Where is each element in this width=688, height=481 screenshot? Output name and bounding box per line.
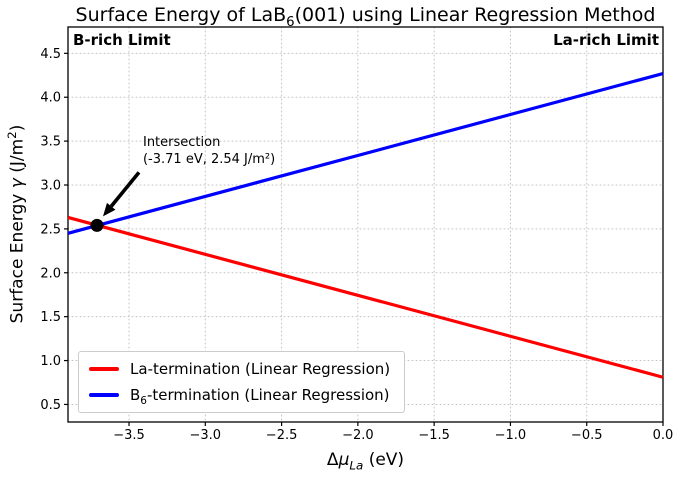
plot-border xyxy=(67,26,664,423)
x-tick-label: −2.0 xyxy=(342,428,374,443)
intersection-annotation-line1: Intersection xyxy=(142,135,221,151)
y-tick-label: 1.5 xyxy=(40,310,61,325)
legend-label-b6-termination: B6-termination (Linear Regression) xyxy=(130,386,390,407)
annotation-arrow-head xyxy=(102,202,116,217)
x-tick-label: −3.0 xyxy=(190,428,222,443)
b6-termination-line-swatch xyxy=(89,393,119,397)
label-b-rich-limit: B-rich Limit xyxy=(73,31,171,49)
label-la-rich-limit: La-rich Limit xyxy=(553,31,659,49)
intersection-point xyxy=(90,218,104,232)
x-tick-label: −2.5 xyxy=(266,428,298,443)
y-tick-label: 0.5 xyxy=(40,398,61,413)
intersection-annotation: Intersection (-3.71 eV, 2.54 J/m²) xyxy=(143,135,275,169)
x-axis-label: ΔμLa (eV) xyxy=(326,450,405,473)
series-line-la-termination xyxy=(67,215,664,379)
x-tick-label: −0.5 xyxy=(571,428,603,443)
legend-label-la-termination: La-termination (Linear Regression) xyxy=(130,360,391,378)
chart-title-suffix: (001) using Linear Regression Method xyxy=(294,4,656,26)
y-tick-label: 2.5 xyxy=(40,222,61,237)
series-line-b6-termination xyxy=(67,71,664,235)
la-termination-line-swatch xyxy=(89,367,119,371)
y-tick-label: 4.5 xyxy=(40,47,61,62)
legend-entry-b6-termination: B6-termination (Linear Regression) xyxy=(89,383,390,407)
x-tick-label: −3.5 xyxy=(113,428,145,443)
intersection-annotation-line2: (-3.71 eV, 2.54 J/m²) xyxy=(142,152,276,168)
legend-entry-la-termination: La-termination (Linear Regression) xyxy=(89,357,390,381)
chart-title: Surface Energy of LaB6(001) using Linear… xyxy=(68,4,663,29)
y-axis-label: Surface Energy γ (J/m2) xyxy=(4,124,28,324)
y-tick-label: 3.5 xyxy=(40,135,61,150)
x-tick-label: 0.0 xyxy=(653,428,674,443)
x-tick-label: −1.0 xyxy=(495,428,527,443)
y-tick-label: 4.0 xyxy=(40,91,61,106)
y-tick-label: 1.0 xyxy=(40,354,61,369)
y-tick-label: 3.0 xyxy=(40,179,61,194)
x-tick-label: −1.5 xyxy=(418,428,450,443)
chart-title-subscript: 6 xyxy=(286,14,295,30)
annotation-arrow-shaft xyxy=(109,171,141,208)
legend: La-termination (Linear Regression) B6-te… xyxy=(78,351,406,413)
y-tick-label: 2.0 xyxy=(40,266,61,281)
chart-title-text: Surface Energy of LaB xyxy=(75,4,287,26)
